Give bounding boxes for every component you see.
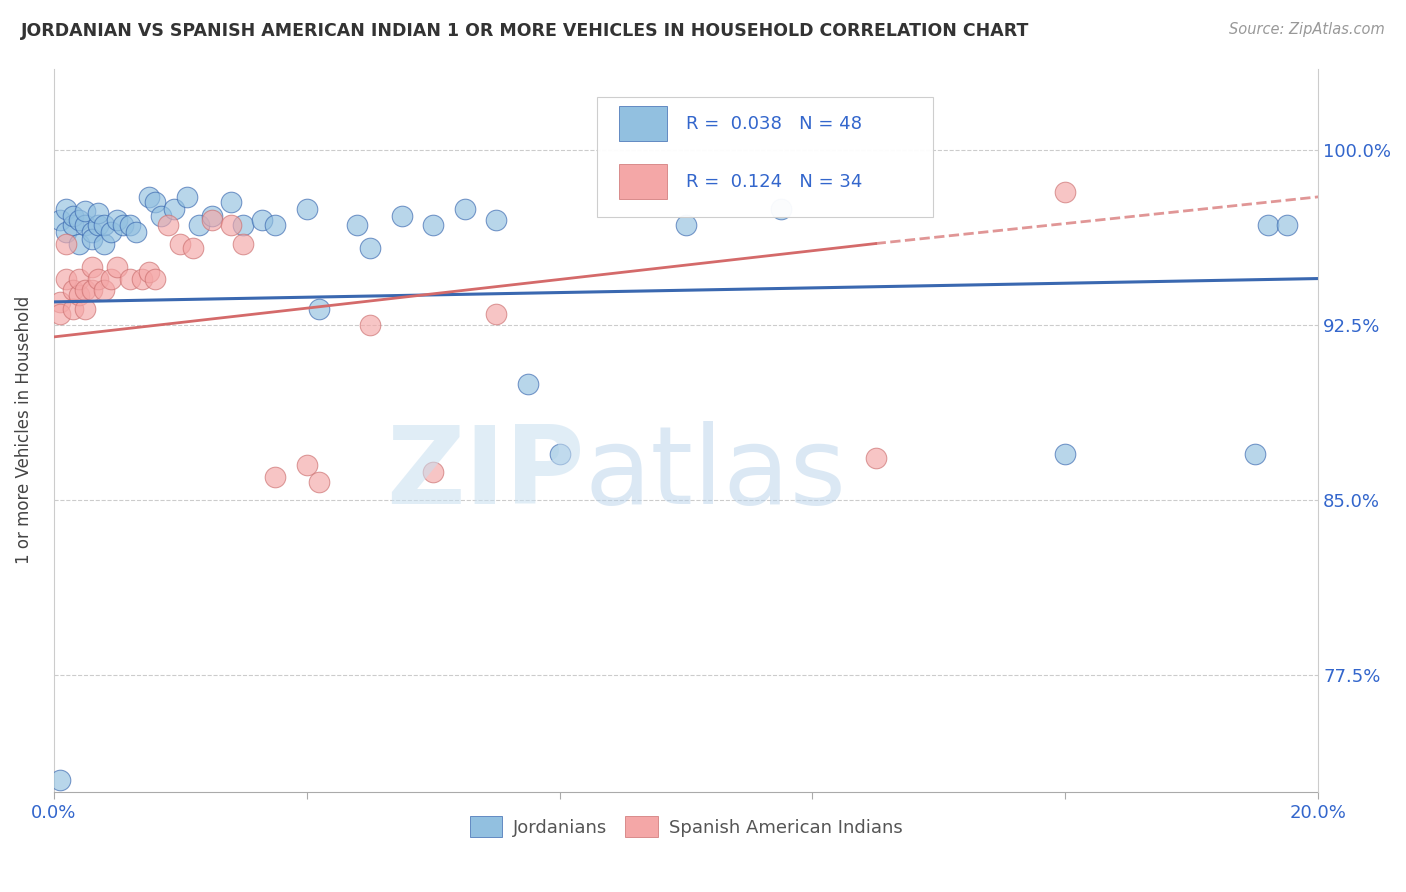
Point	[67, 288, 90, 302]
Point	[252, 213, 274, 227]
Point	[55, 225, 77, 239]
Point	[80, 232, 103, 246]
Point	[176, 190, 198, 204]
Point	[1244, 446, 1267, 460]
Point	[138, 190, 160, 204]
Point	[75, 283, 97, 297]
Point	[548, 446, 571, 460]
Point	[62, 218, 84, 232]
Point	[264, 218, 287, 232]
Point	[100, 271, 122, 285]
Point	[87, 218, 110, 232]
Point	[264, 470, 287, 484]
Point	[93, 236, 115, 251]
Point	[67, 236, 90, 251]
Point	[169, 236, 191, 251]
Bar	[619, 106, 666, 141]
Text: JORDANIAN VS SPANISH AMERICAN INDIAN 1 OR MORE VEHICLES IN HOUSEHOLD CORRELATION: JORDANIAN VS SPANISH AMERICAN INDIAN 1 O…	[21, 22, 1029, 40]
Point	[93, 283, 115, 297]
Point	[75, 203, 97, 218]
Point	[232, 236, 254, 251]
Point	[112, 218, 135, 232]
Point	[105, 260, 128, 274]
Point	[422, 218, 444, 232]
Point	[118, 218, 141, 232]
Point	[219, 194, 242, 209]
Point	[865, 451, 887, 466]
Point	[163, 202, 186, 216]
Point	[62, 301, 84, 316]
Point	[1275, 218, 1298, 232]
Bar	[619, 164, 666, 199]
Point	[55, 271, 77, 285]
Point	[485, 307, 508, 321]
Point	[62, 209, 84, 223]
Point	[131, 271, 153, 285]
Point	[87, 271, 110, 285]
Point	[80, 225, 103, 239]
Point	[80, 260, 103, 274]
Point	[118, 271, 141, 285]
Point	[49, 294, 72, 309]
Point	[201, 213, 224, 227]
Point	[55, 202, 77, 216]
Point	[75, 218, 97, 232]
Point	[769, 202, 792, 216]
FancyBboxPatch shape	[598, 97, 932, 217]
Text: R =  0.124   N = 34: R = 0.124 N = 34	[686, 173, 862, 191]
Point	[67, 271, 90, 285]
Point	[125, 225, 148, 239]
Point	[391, 209, 413, 223]
Point	[49, 213, 72, 227]
Point	[87, 206, 110, 220]
Point	[485, 213, 508, 227]
Point	[1257, 218, 1279, 232]
Point	[105, 213, 128, 227]
Point	[295, 458, 318, 473]
Point	[308, 301, 330, 316]
Point	[308, 475, 330, 489]
Text: atlas: atlas	[585, 421, 846, 526]
Point	[422, 465, 444, 479]
Point	[359, 318, 381, 333]
Point	[49, 307, 72, 321]
Legend: Jordanians, Spanish American Indians: Jordanians, Spanish American Indians	[463, 809, 910, 845]
Point	[675, 218, 697, 232]
Point	[143, 194, 166, 209]
Point	[1054, 446, 1077, 460]
Point	[67, 213, 90, 227]
Point	[359, 241, 381, 255]
Point	[100, 225, 122, 239]
Point	[55, 236, 77, 251]
Point	[295, 202, 318, 216]
Point	[1054, 185, 1077, 199]
Point	[138, 264, 160, 278]
Point	[346, 218, 368, 232]
Point	[80, 283, 103, 297]
Point	[93, 218, 115, 232]
Point	[49, 773, 72, 788]
Point	[188, 218, 211, 232]
Text: ZIP: ZIP	[387, 421, 585, 526]
Point	[62, 283, 84, 297]
Point	[232, 218, 254, 232]
Y-axis label: 1 or more Vehicles in Household: 1 or more Vehicles in Household	[15, 296, 32, 565]
Point	[143, 271, 166, 285]
Point	[516, 376, 538, 391]
Point	[181, 241, 204, 255]
Point	[156, 218, 179, 232]
Point	[454, 202, 477, 216]
Point	[219, 218, 242, 232]
Point	[75, 301, 97, 316]
Text: Source: ZipAtlas.com: Source: ZipAtlas.com	[1229, 22, 1385, 37]
Text: R =  0.038   N = 48: R = 0.038 N = 48	[686, 115, 862, 133]
Point	[201, 209, 224, 223]
Point	[150, 209, 173, 223]
